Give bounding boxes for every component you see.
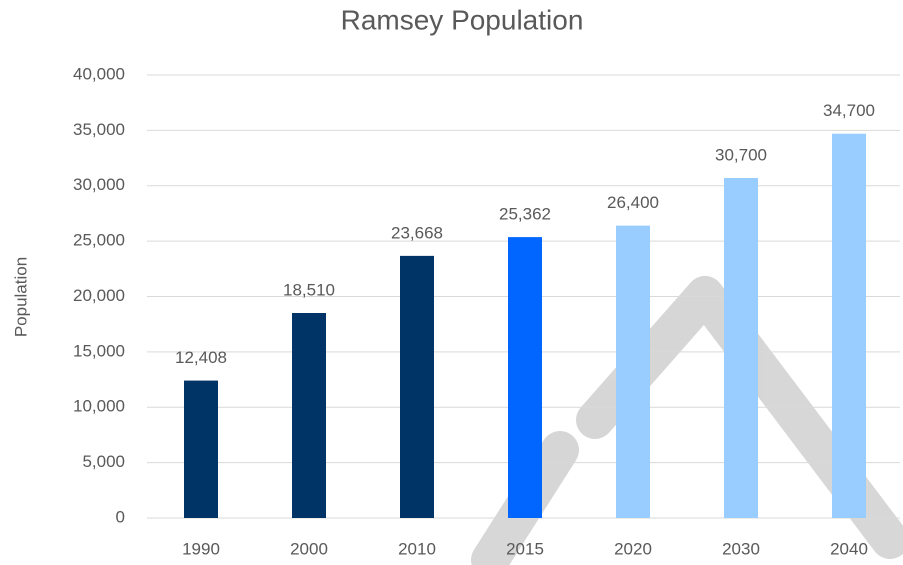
y-tick-label: 40,000 — [73, 64, 125, 83]
y-tick-label: 30,000 — [73, 175, 125, 194]
y-tick-label: 25,000 — [73, 231, 125, 250]
data-label: 18,510 — [283, 280, 335, 299]
x-tick-label: 2020 — [614, 539, 652, 558]
y-tick-label: 20,000 — [73, 286, 125, 305]
chart-title: Ramsey Population — [341, 4, 584, 35]
x-tick-label: 2040 — [830, 539, 868, 558]
y-tick-label: 15,000 — [73, 341, 125, 360]
data-label: 30,700 — [715, 145, 767, 164]
x-tick-label: 1990 — [182, 539, 220, 558]
data-label: 25,362 — [499, 205, 551, 224]
bar — [724, 177, 758, 518]
data-label: 34,700 — [823, 101, 875, 120]
y-tick-label: 10,000 — [73, 397, 125, 416]
bar — [184, 380, 218, 518]
x-tick-label: 2015 — [506, 539, 544, 558]
x-tick-label: 2000 — [290, 539, 328, 558]
watermark — [471, 276, 903, 565]
x-tick-label: 2030 — [722, 539, 760, 558]
bar — [292, 313, 326, 518]
bar — [508, 237, 542, 518]
data-label: 12,408 — [175, 348, 227, 367]
bar — [400, 255, 434, 519]
y-axis-label: Population — [11, 257, 30, 337]
bar — [832, 133, 866, 518]
y-tick-label: 35,000 — [73, 120, 125, 139]
y-tick-label: 5,000 — [82, 452, 125, 471]
x-tick-label: 2010 — [398, 539, 436, 558]
bar — [616, 225, 650, 518]
data-label: 26,400 — [607, 193, 659, 212]
data-label: 23,668 — [391, 223, 443, 242]
y-tick-label: 0 — [116, 507, 125, 526]
